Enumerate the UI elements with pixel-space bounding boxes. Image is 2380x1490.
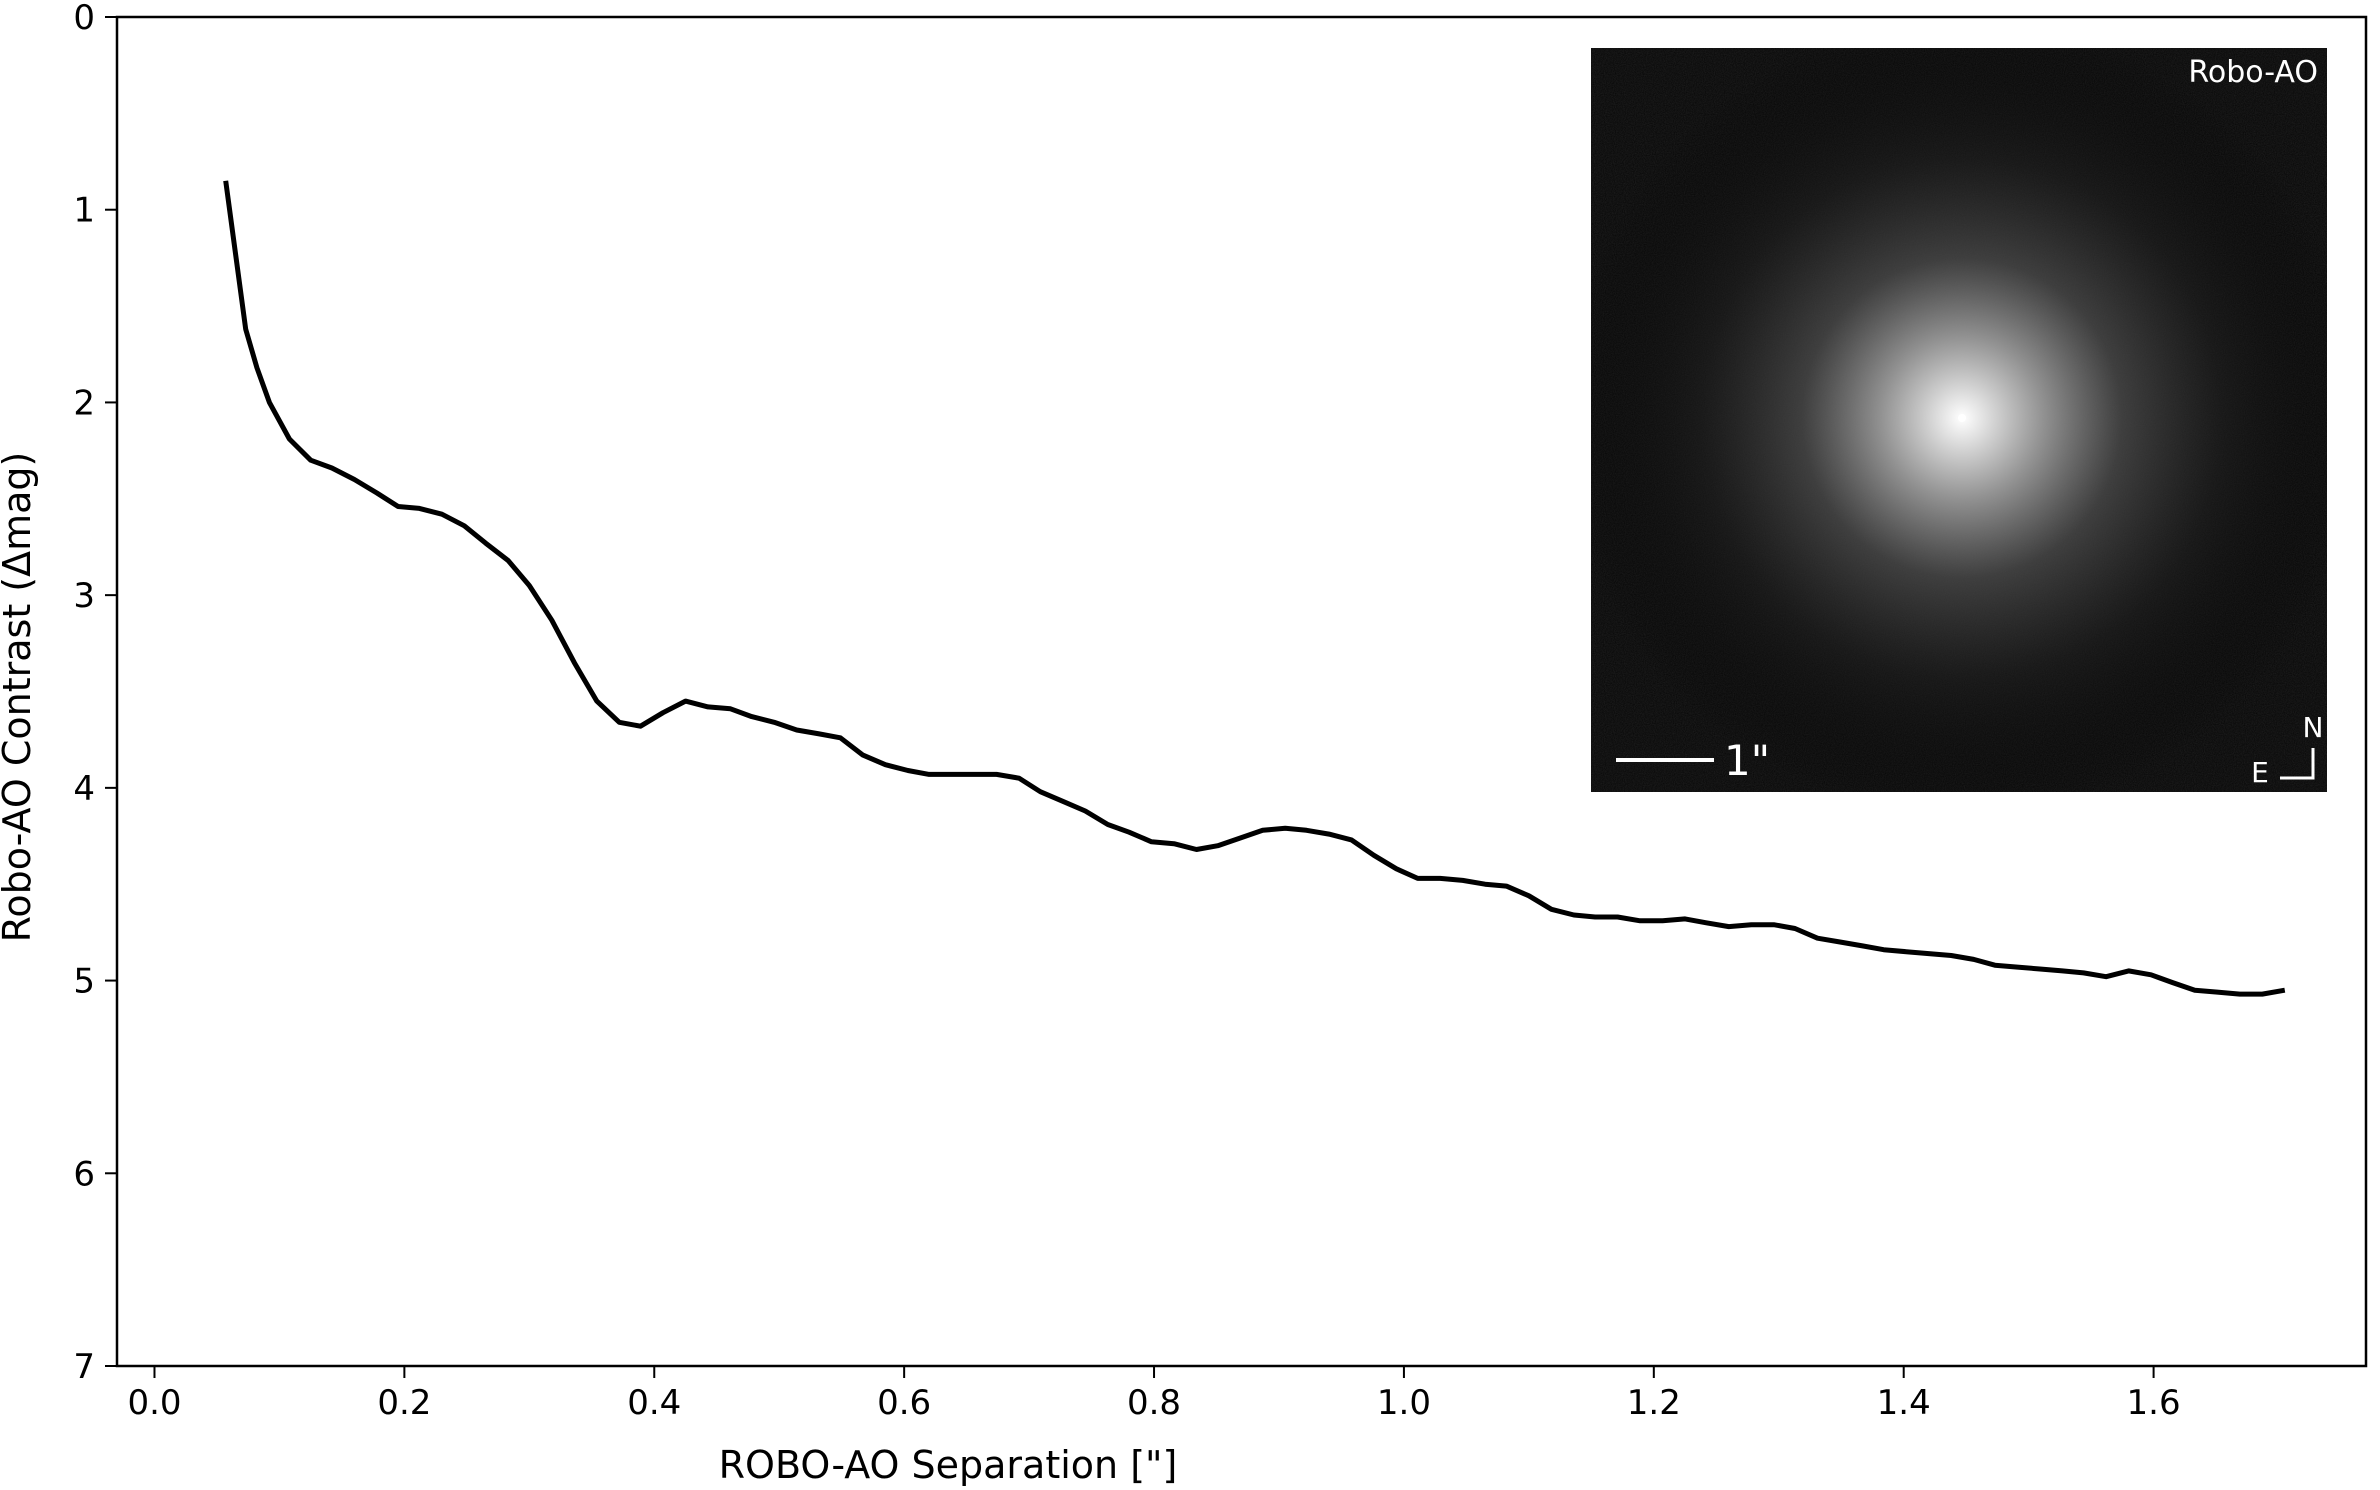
contrast-curve-line xyxy=(223,180,2286,997)
plot-area: 0.0 0.2 0.4 0.6 0.8 1.0 1.2 1.4 1.6 0 1 2 3 4 5 6 7 xyxy=(73,0,2368,1423)
y-axis-label: Robo-AO Contrast (Δmag) xyxy=(0,452,39,943)
x-axis-label: ROBO-AO Separation ["] xyxy=(719,1443,1178,1487)
y-tick-label: 6 xyxy=(73,1154,95,1194)
y-tick-label: 5 xyxy=(73,962,95,1002)
x-tick-label: 1.6 xyxy=(2127,1383,2181,1423)
x-tick-label: 1.2 xyxy=(1627,1383,1681,1423)
y-tick-label: 2 xyxy=(73,383,95,423)
x-tick-label: 0.8 xyxy=(1127,1383,1181,1423)
x-tick-label: 0.4 xyxy=(627,1383,681,1423)
psf-inset-image: Robo-AO 1" N E xyxy=(1591,48,2327,792)
x-tick-label: 1.4 xyxy=(1877,1383,1931,1423)
compass-arrows xyxy=(2280,748,2315,780)
axes-frame xyxy=(115,15,2368,1368)
east-label: E xyxy=(2251,756,2269,789)
y-tick-label: 4 xyxy=(73,769,95,809)
inset-label: Robo-AO xyxy=(2188,55,2318,90)
y-tick-label: 3 xyxy=(73,576,95,616)
y-tick-label: 7 xyxy=(73,1347,95,1387)
scale-bar-label: 1" xyxy=(1724,736,1770,785)
north-label: N xyxy=(2303,711,2324,744)
x-tick-label: 0.6 xyxy=(877,1383,931,1423)
y-tick-label: 1 xyxy=(73,191,95,231)
y-tick-label: 0 xyxy=(73,0,95,38)
x-tick-label: 1.0 xyxy=(1377,1383,1431,1423)
x-tick-label: 0.2 xyxy=(377,1383,431,1423)
psf-core xyxy=(1958,414,1966,422)
x-tick-label: 0.0 xyxy=(127,1383,181,1423)
